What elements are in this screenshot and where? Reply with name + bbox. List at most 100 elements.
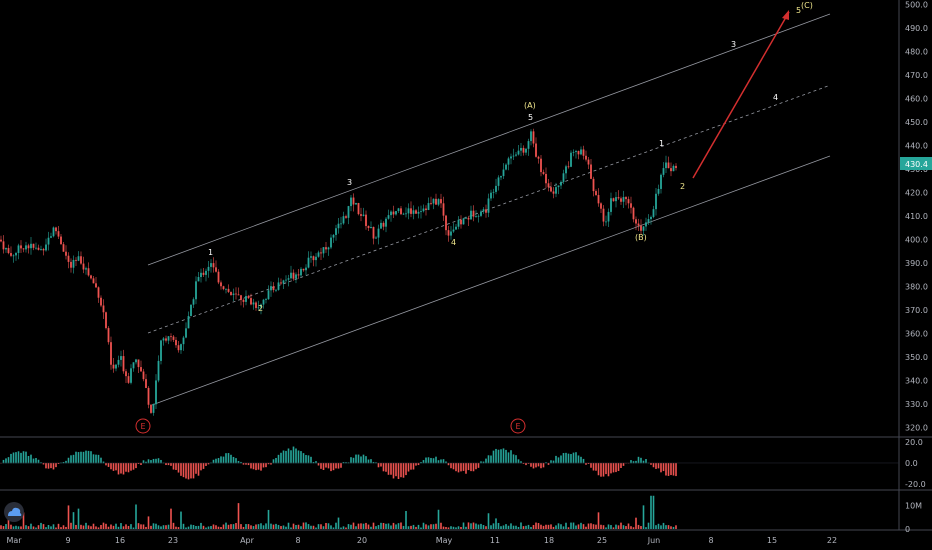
candle-body — [285, 279, 287, 281]
volume-bar — [480, 523, 482, 529]
volume-bar — [330, 525, 332, 529]
oscillator-bar — [620, 462, 622, 468]
oscillator-bar — [455, 462, 457, 472]
oscillator-bar — [295, 448, 297, 464]
volume-bar — [302, 522, 305, 529]
candle-body — [5, 248, 7, 250]
volume-bar — [472, 522, 475, 529]
candle-body — [22, 248, 25, 250]
volume-bar — [420, 527, 422, 529]
volume-bar — [312, 525, 315, 529]
candle-body — [435, 198, 437, 205]
volume-bar — [672, 526, 675, 529]
oscillator-bar — [397, 462, 400, 480]
candle-body — [225, 288, 227, 290]
oscillator-axis[interactable]: 20.0 0.0 -20.0 — [905, 438, 926, 489]
volume-bar — [250, 525, 252, 529]
price-tick-label: 410.0 — [905, 212, 928, 221]
oscillator-bar — [297, 450, 300, 464]
volume-bar — [157, 525, 160, 529]
oscillator-bar — [355, 454, 357, 464]
volume-bar — [265, 523, 267, 529]
volume-bar — [337, 517, 340, 529]
volume-bar — [7, 513, 10, 529]
volume-bar — [492, 523, 495, 529]
time-tick-label: 9 — [65, 536, 70, 545]
candle-body — [90, 275, 92, 279]
oscillator-bar — [482, 461, 485, 464]
oscillator-bar — [585, 462, 587, 465]
oscillator-bar — [602, 462, 605, 477]
candle-body — [645, 222, 647, 227]
oscillator-bar — [310, 456, 312, 464]
candle-body — [557, 185, 560, 188]
candle-body — [182, 337, 185, 345]
volume-bar — [50, 526, 52, 529]
candle-body — [10, 253, 12, 256]
oscillator-bar — [322, 462, 325, 471]
volume-bar — [315, 527, 317, 529]
candle-body — [197, 277, 200, 282]
volume-bar — [597, 512, 600, 529]
wave-label-B: (B) — [635, 233, 647, 242]
candle-body — [55, 227, 57, 232]
oscillator-bar — [272, 459, 275, 464]
candle-body — [185, 328, 187, 338]
volume-axis[interactable]: 10M 0 — [905, 501, 922, 534]
candle-body — [377, 228, 380, 238]
candle-body — [170, 336, 172, 338]
candle-body — [25, 245, 27, 250]
oscillator-bar — [587, 462, 590, 464]
volume-bar — [117, 526, 120, 529]
volume-bar — [422, 522, 425, 529]
volume-bar — [162, 525, 165, 529]
candle-body — [627, 199, 630, 204]
oscillator-bar — [607, 462, 610, 477]
oscillator-bar — [27, 455, 30, 464]
candle-body — [437, 199, 440, 205]
oscillator-bar — [442, 459, 445, 464]
price-axis[interactable]: 500.0490.0480.0470.0460.0450.0440.0430.0… — [905, 1, 928, 433]
candle-body — [675, 165, 677, 169]
oscillator-bar — [352, 457, 355, 464]
last-price-label: 430.4 — [900, 157, 932, 170]
volume-bar — [650, 495, 652, 529]
candle-body — [267, 290, 270, 300]
volume-bar — [87, 525, 90, 529]
candle-body — [172, 336, 175, 340]
oscillator-bar — [560, 455, 562, 464]
candle-body — [450, 231, 452, 236]
time-tick-label: 15 — [767, 536, 777, 545]
candle-body — [457, 219, 460, 227]
oscillator-bar — [82, 451, 85, 464]
candle-body — [337, 223, 340, 229]
volume-bar — [232, 524, 235, 529]
candle-body — [605, 221, 607, 223]
oscillator-bar — [197, 462, 200, 476]
oscillator-bar — [50, 462, 52, 469]
volume-bar — [222, 524, 225, 529]
candle-body — [220, 282, 222, 287]
oscillator-bar — [670, 462, 672, 476]
candle-body — [35, 247, 37, 249]
oscillator-bar — [110, 462, 112, 470]
time-axis[interactable]: Mar 9 16 23 Apr 8 20 May 11 18 25 Jun 8 15 22 — [6, 536, 837, 545]
candle-body — [300, 268, 302, 276]
oscillator-bar — [425, 457, 427, 464]
volume-bar — [77, 508, 80, 529]
volume-bar — [670, 526, 672, 529]
candle-body — [635, 219, 637, 224]
oscillator-bar — [635, 460, 637, 464]
candle-body — [462, 218, 465, 225]
volume-bar — [167, 524, 170, 529]
volume-bar — [557, 523, 560, 529]
logo-badge[interactable] — [4, 502, 24, 522]
oscillator-bar — [25, 451, 27, 464]
oscillator-bar — [477, 462, 480, 468]
candle-body — [637, 223, 640, 226]
candle-body — [662, 168, 665, 175]
oscillator-bar — [390, 462, 392, 475]
price-tick-label: 440.0 — [905, 142, 928, 151]
oscillator-bar — [665, 462, 667, 476]
